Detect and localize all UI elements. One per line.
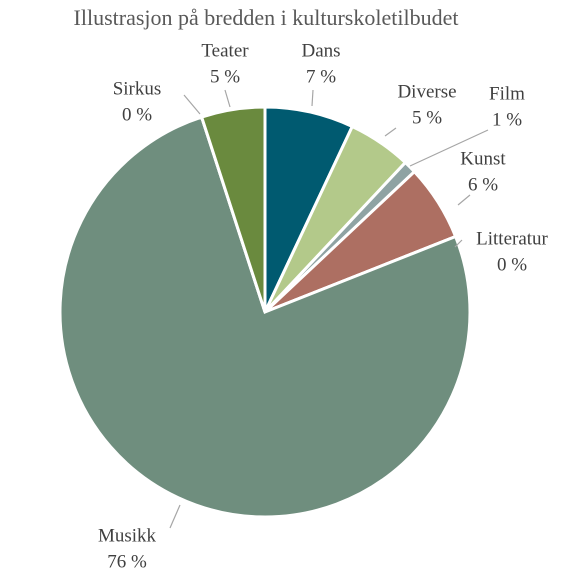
slice-label: Dans [301, 40, 340, 61]
slice-value-label: 0 % [122, 104, 152, 125]
slice-label: Film [489, 83, 525, 104]
leader-line [169, 504, 181, 529]
slice-label: Litteratur [476, 228, 548, 249]
slice-label: Kunst [460, 148, 506, 169]
slice-label: Teater [201, 40, 249, 61]
slice-value-label: 0 % [497, 254, 527, 275]
leader-line [224, 89, 231, 108]
slice-value-label: 5 % [412, 107, 442, 128]
slice-label: Sirkus [113, 78, 162, 99]
leader-line [384, 127, 397, 137]
chart-title: Illustrasjon på bredden i kulturskoletil… [74, 5, 459, 30]
slice-label: Musikk [98, 525, 157, 546]
pie-slice [199, 105, 267, 313]
slice-label: Diverse [397, 81, 456, 102]
slice-value-label: 5 % [210, 66, 240, 87]
leader-line [311, 89, 314, 107]
slice-value-label: 1 % [492, 109, 522, 130]
pie-slice [58, 115, 472, 519]
slice-value-label: 76 % [107, 551, 147, 572]
slice-value-label: 7 % [306, 66, 336, 87]
slice-value-label: 6 % [468, 174, 498, 195]
leader-line [457, 194, 471, 206]
leader-line [454, 239, 463, 248]
leader-line [409, 129, 489, 167]
leader-line [183, 94, 201, 115]
